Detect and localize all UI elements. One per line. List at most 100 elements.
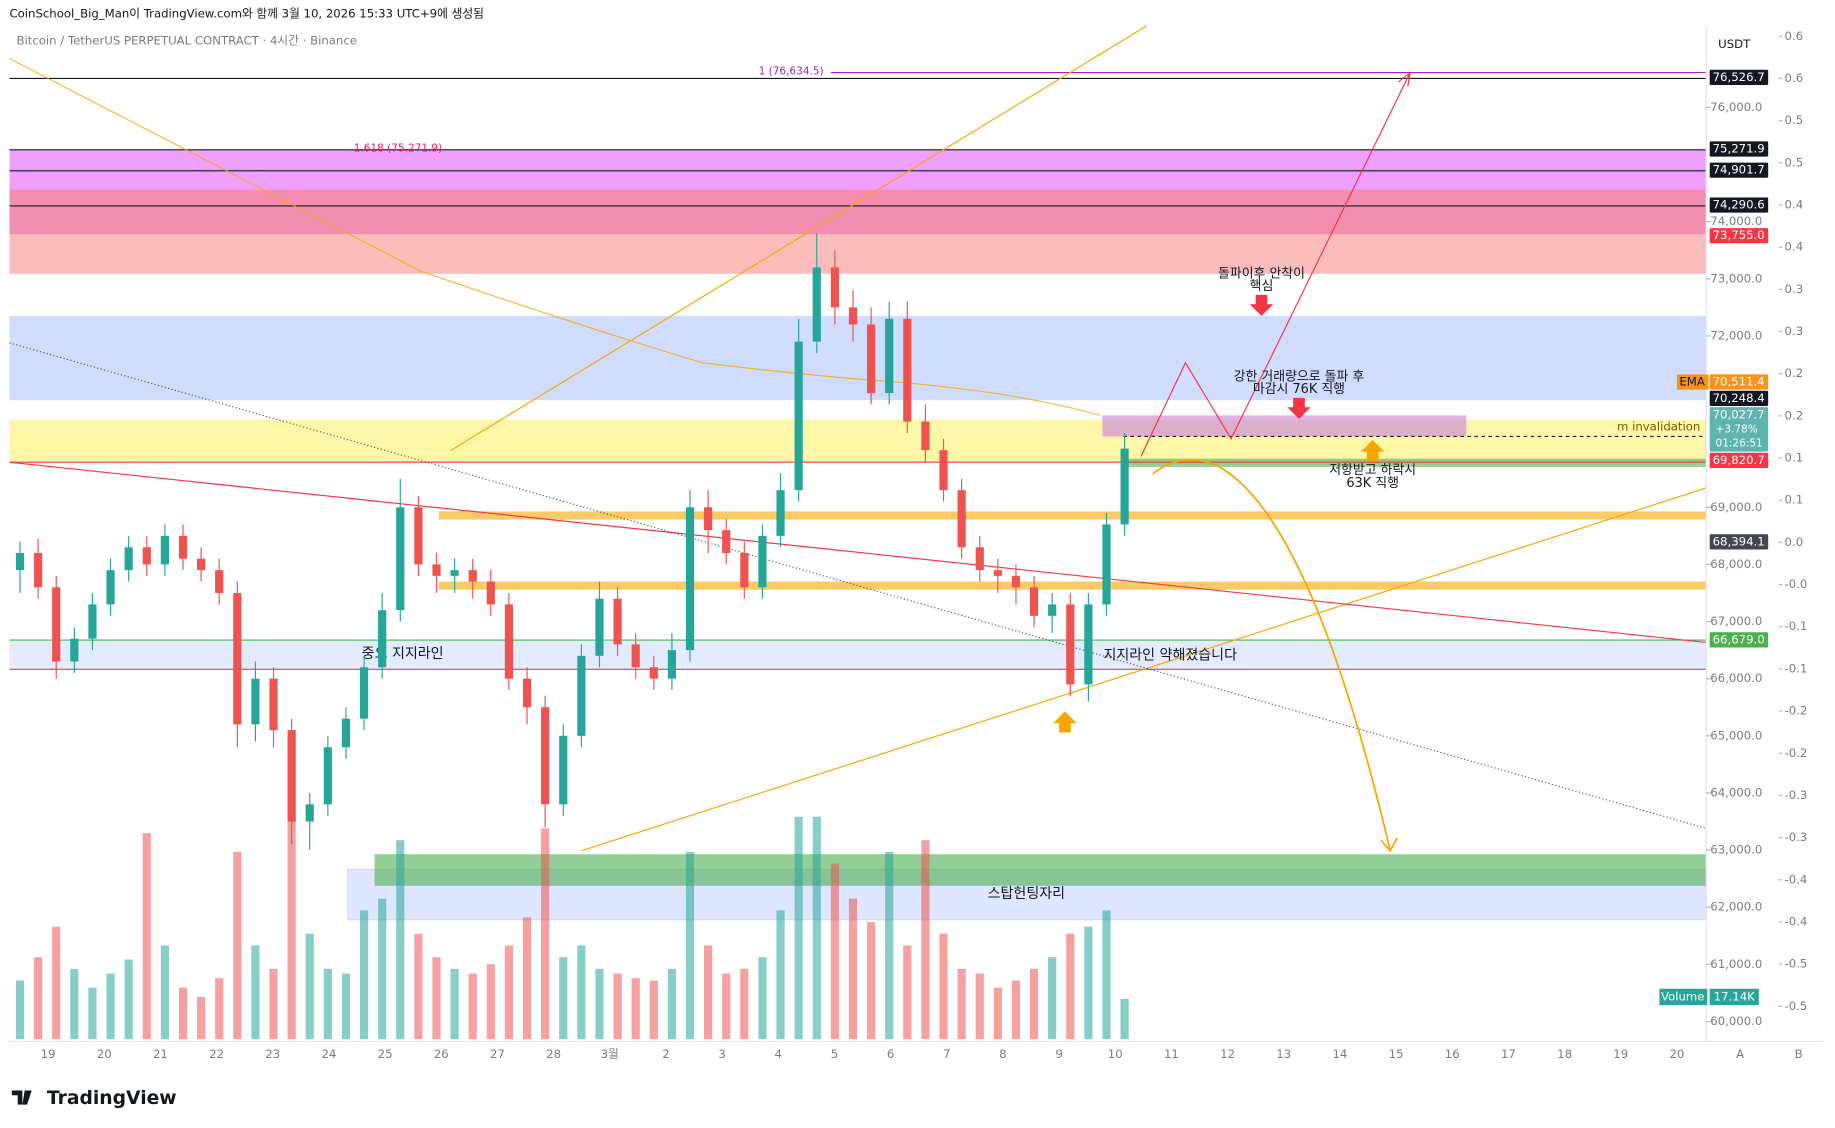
candle-body xyxy=(613,598,622,645)
volume-bar xyxy=(559,957,568,1040)
zone xyxy=(9,149,1707,190)
price-label-bg xyxy=(1709,374,1769,390)
y2-tick-label: 0.3 xyxy=(1785,282,1804,296)
y2-tick-label: 0.2 xyxy=(1785,366,1804,380)
candle-body xyxy=(776,490,785,536)
volume-bar xyxy=(396,840,405,1040)
y2-tick-label: 0.6 xyxy=(1785,29,1804,43)
y2-tick-label: 0.6 xyxy=(1785,71,1804,85)
volume-bar xyxy=(993,987,1002,1040)
candle-body xyxy=(233,592,242,725)
candle-body xyxy=(106,570,115,605)
scale-button[interactable]: B xyxy=(1795,1047,1803,1061)
price-label: 70,027.7 xyxy=(1713,407,1765,421)
volume-bar xyxy=(305,933,314,1040)
price-label-bg xyxy=(1709,407,1769,452)
y2-tick-label: -0.3 xyxy=(1785,830,1808,844)
trend-line xyxy=(9,461,1707,643)
candle-body xyxy=(468,570,477,582)
candle-body xyxy=(305,804,314,822)
y2-tick-label: 0.4 xyxy=(1785,197,1804,211)
candle-body xyxy=(794,341,803,491)
price-label-bg xyxy=(1709,534,1769,550)
price-label: 74,290.6 xyxy=(1713,198,1765,212)
x-tick-label: 19 xyxy=(41,1047,56,1061)
price-label: 75,271.9 xyxy=(1713,142,1765,156)
volume-bar xyxy=(1066,933,1075,1040)
x-tick-label: 8 xyxy=(999,1047,1006,1061)
x-tick-label: 2 xyxy=(662,1047,669,1061)
volume-bar xyxy=(1048,957,1057,1040)
price-label: 74,901.7 xyxy=(1713,163,1765,177)
y-tick-label: 66,000.0 xyxy=(1710,671,1762,685)
volume-bar xyxy=(921,840,930,1040)
candle-body xyxy=(631,644,640,668)
annotation: 마감시 76K 직행 xyxy=(1253,381,1345,397)
volume-bar xyxy=(939,933,948,1040)
candle-body xyxy=(486,581,495,605)
volume-bar xyxy=(486,964,495,1040)
candle-body xyxy=(595,598,604,656)
y-tick-label: 76,000.0 xyxy=(1710,100,1762,114)
countdown: 01:26:51 xyxy=(1716,437,1763,449)
volume-bar xyxy=(722,973,731,1040)
candle-body xyxy=(378,610,387,668)
candle-body xyxy=(1011,575,1021,588)
price-label-bg xyxy=(1709,452,1769,469)
x-tick-label: 26 xyxy=(434,1047,449,1061)
candle-body xyxy=(142,547,151,565)
y2-tick-label: -0.5 xyxy=(1785,957,1808,971)
candle-body xyxy=(704,507,713,531)
y2-tick-label: -0.4 xyxy=(1785,914,1808,928)
candle-body xyxy=(432,564,441,576)
price-label: 73,755.0 xyxy=(1713,228,1765,242)
zone xyxy=(438,511,1707,520)
x-tick-label: 22 xyxy=(209,1047,224,1061)
candle-body xyxy=(921,421,930,451)
annotation: 스탑헌팅자리 xyxy=(988,886,1065,902)
projection-arrow xyxy=(1152,458,1399,853)
volume-bar xyxy=(88,987,97,1040)
candle-body xyxy=(15,552,25,571)
volume-value: 17.14K xyxy=(1714,989,1755,1003)
annotation: 저항받고 하락시 xyxy=(1329,463,1416,478)
candle-body xyxy=(396,507,405,611)
volume-bar xyxy=(758,957,767,1040)
price-label: 70,511.4 xyxy=(1713,375,1765,389)
volume-bar xyxy=(1120,998,1129,1040)
y2-tick-label: -0.2 xyxy=(1785,704,1808,718)
candle-body xyxy=(758,535,767,588)
projection-arrow xyxy=(1140,71,1411,457)
candle-body xyxy=(559,735,568,805)
symbol: Bitcoin / TetherUS PERPETUAL CONTRACT · … xyxy=(17,33,357,47)
zone xyxy=(9,189,1707,235)
candle-body xyxy=(251,678,260,725)
annotation: 63K 직행 xyxy=(1346,475,1399,491)
price-label: 66,679.0 xyxy=(1713,632,1765,646)
volume-bar xyxy=(106,973,115,1040)
volume-bar xyxy=(359,910,369,1040)
y2-tick-label: -0.3 xyxy=(1785,788,1808,802)
volume-bar xyxy=(685,851,695,1040)
y-tick-label: 74,000.0 xyxy=(1710,214,1762,228)
annotation: 강한 거래량으로 돌파 후 xyxy=(1234,369,1365,384)
annotation: 지지라인 약해졌습니다 xyxy=(1103,647,1237,663)
x-tick-label: 20 xyxy=(97,1047,112,1061)
price-label-bg xyxy=(1709,228,1769,244)
x-tick-label: 25 xyxy=(378,1047,393,1061)
y2-tick-label: -0.1 xyxy=(1785,661,1808,675)
volume-bar xyxy=(323,968,332,1040)
y2-tick-label: 0.5 xyxy=(1785,113,1804,127)
scale-button[interactable]: A xyxy=(1736,1047,1744,1061)
annotation: 1 (76,634.5) xyxy=(759,65,824,77)
candle-body xyxy=(975,547,984,571)
volume-bar xyxy=(468,973,477,1040)
currency: USDT xyxy=(1718,37,1751,51)
arrow-icon xyxy=(1053,711,1077,733)
volume-bar xyxy=(613,973,622,1040)
x-tick-label: 4 xyxy=(775,1047,782,1061)
volume-bar xyxy=(812,816,821,1040)
candle-body xyxy=(414,507,423,565)
y-tick-label: 72,000.0 xyxy=(1710,328,1762,342)
x-tick-label: 15 xyxy=(1389,1047,1404,1061)
